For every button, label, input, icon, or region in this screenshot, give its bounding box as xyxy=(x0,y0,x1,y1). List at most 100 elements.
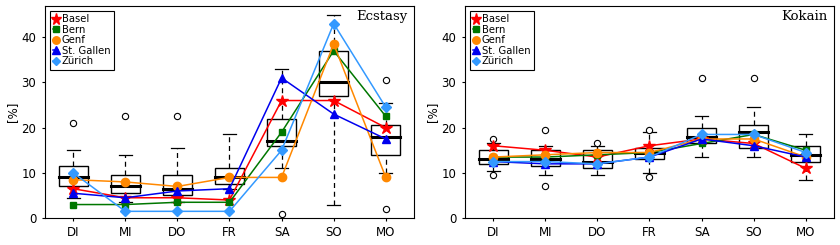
Bern xyxy=(381,115,391,118)
St. Gallen xyxy=(592,162,602,165)
Zürich xyxy=(801,151,811,154)
Bern xyxy=(328,49,339,52)
St. Gallen xyxy=(644,156,654,159)
Genf xyxy=(381,176,391,179)
Genf xyxy=(276,176,286,179)
Genf xyxy=(592,151,602,154)
Genf xyxy=(748,137,759,140)
Basel xyxy=(68,187,78,190)
Bar xyxy=(791,146,820,162)
Zürich xyxy=(276,149,286,152)
Basel xyxy=(644,144,654,147)
St. Gallen xyxy=(801,156,811,159)
Zürich xyxy=(748,133,759,136)
Genf xyxy=(120,181,130,184)
Text: Ecstasy: Ecstasy xyxy=(356,10,407,23)
Line: Zürich: Zürich xyxy=(70,20,389,215)
St. Gallen xyxy=(381,137,391,140)
St. Gallen xyxy=(748,144,759,147)
Zürich xyxy=(172,210,182,213)
St. Gallen xyxy=(68,192,78,195)
Genf xyxy=(68,178,78,181)
Bar xyxy=(163,175,192,196)
Zürich xyxy=(696,133,706,136)
Basel xyxy=(276,99,286,102)
Bar xyxy=(739,125,768,148)
Line: St. Gallen: St. Gallen xyxy=(69,74,390,202)
Zürich xyxy=(540,160,550,163)
Basel xyxy=(540,149,550,152)
Zürich xyxy=(381,106,391,109)
Line: Genf: Genf xyxy=(69,40,390,191)
St. Gallen xyxy=(540,162,550,165)
Basel xyxy=(801,167,811,170)
Genf xyxy=(644,151,654,154)
Zürich xyxy=(68,172,78,174)
Line: Bern: Bern xyxy=(70,47,389,208)
St. Gallen xyxy=(696,137,706,140)
St. Gallen xyxy=(224,187,234,190)
Line: St. Gallen: St. Gallen xyxy=(489,135,810,168)
Bar xyxy=(111,175,139,193)
Bern xyxy=(540,156,550,159)
Zürich xyxy=(224,210,234,213)
Legend: Basel, Bern, Genf, St. Gallen, Zürich: Basel, Bern, Genf, St. Gallen, Zürich xyxy=(50,11,113,70)
Bern xyxy=(224,201,234,204)
Genf xyxy=(224,176,234,179)
Line: Basel: Basel xyxy=(67,94,392,206)
Genf xyxy=(328,43,339,46)
Bern xyxy=(68,203,78,206)
Genf xyxy=(488,156,498,159)
Text: Kokain: Kokain xyxy=(781,10,827,23)
Basel xyxy=(592,156,602,159)
Basel xyxy=(488,144,498,147)
Bar xyxy=(59,166,87,186)
Bern xyxy=(801,149,811,152)
Zürich xyxy=(488,160,498,163)
Zürich xyxy=(592,162,602,165)
Basel xyxy=(172,196,182,199)
Bar xyxy=(583,150,612,168)
Bar xyxy=(267,119,296,146)
Line: Genf: Genf xyxy=(489,135,810,161)
Line: Basel: Basel xyxy=(487,133,812,175)
Basel xyxy=(696,137,706,140)
Line: Bern: Bern xyxy=(490,131,809,160)
Basel xyxy=(328,99,339,102)
Bar xyxy=(479,150,507,164)
Bern xyxy=(172,201,182,204)
Bern xyxy=(488,156,498,159)
Genf xyxy=(696,137,706,140)
St. Gallen xyxy=(488,160,498,163)
Basel xyxy=(120,196,130,199)
St. Gallen xyxy=(120,196,130,199)
St. Gallen xyxy=(276,76,286,79)
Basel xyxy=(381,126,391,129)
Bar xyxy=(531,150,559,166)
Zürich xyxy=(328,22,339,25)
St. Gallen xyxy=(172,189,182,192)
Bern xyxy=(276,131,286,134)
Y-axis label: [%]: [%] xyxy=(426,102,438,122)
St. Gallen xyxy=(328,113,339,116)
Bern xyxy=(748,133,759,136)
Basel xyxy=(224,198,234,201)
Bar xyxy=(319,51,348,96)
Genf xyxy=(801,156,811,159)
Bar xyxy=(215,168,244,184)
Zürich xyxy=(644,156,654,159)
Bar xyxy=(635,148,664,159)
Y-axis label: [%]: [%] xyxy=(6,102,18,122)
Bern xyxy=(592,153,602,156)
Bern xyxy=(644,151,654,154)
Genf xyxy=(540,153,550,156)
Bar xyxy=(687,128,716,144)
Legend: Basel, Bern, Genf, St. Gallen, Zürich: Basel, Bern, Genf, St. Gallen, Zürich xyxy=(470,11,533,70)
Zürich xyxy=(120,210,130,213)
Genf xyxy=(172,185,182,188)
Bern xyxy=(120,203,130,206)
Basel xyxy=(748,142,759,145)
Line: Zürich: Zürich xyxy=(490,131,809,167)
Bern xyxy=(696,142,706,145)
Bar xyxy=(371,125,400,155)
